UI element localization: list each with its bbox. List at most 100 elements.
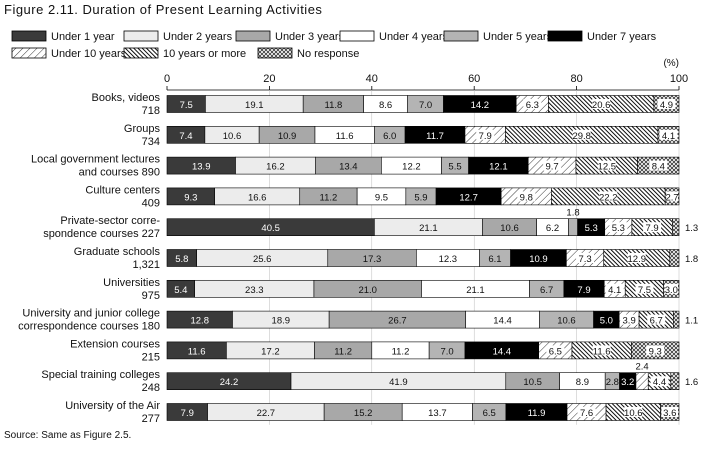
row-label: University of the Air xyxy=(65,400,160,412)
row-label: Special training colleges xyxy=(41,369,160,381)
data-label: 5.3 xyxy=(585,223,598,234)
row-label: Universities xyxy=(103,277,160,289)
data-label: 18.9 xyxy=(272,316,291,327)
row-label: Graduate schools xyxy=(74,246,161,258)
data-label: 6.2 xyxy=(546,223,559,234)
row-sample-size: 1,321 xyxy=(132,259,160,271)
legend-label: 10 years or more xyxy=(163,48,246,60)
data-label: 21.1 xyxy=(419,223,438,234)
data-label: 9.3 xyxy=(184,192,197,203)
legend-label: Under 2 years xyxy=(163,31,233,43)
data-label: 8.4 xyxy=(652,162,665,173)
data-label: 6.5 xyxy=(549,346,562,357)
data-label: 6.7 xyxy=(540,285,553,296)
data-label-bg xyxy=(650,376,669,387)
data-label-bg xyxy=(635,283,654,294)
row-label: correspondence courses 180 xyxy=(18,321,160,333)
data-labels: 7.5 19.1 11.8 8.6 7.0 14.2 6.3 20.6 4.9 7.4 10.6 10… xyxy=(174,99,698,419)
data-label: 3.6 xyxy=(663,408,676,419)
x-tick-label: 100 xyxy=(670,73,688,85)
legend-swatch xyxy=(339,30,375,42)
data-label: 7.0 xyxy=(440,346,453,357)
legend-label: Under 7 years xyxy=(587,31,657,43)
bar-segment xyxy=(568,218,578,236)
data-label: 11.6 xyxy=(336,131,354,142)
data-label: 11.2 xyxy=(392,346,410,357)
data-label-bg xyxy=(620,314,639,325)
data-label: 20.6 xyxy=(592,100,611,111)
data-label: 9.7 xyxy=(545,162,558,173)
data-label-bg xyxy=(605,283,624,294)
row-sample-size: 734 xyxy=(142,136,160,148)
x-tick-label: 0 xyxy=(164,73,170,85)
legend-label: Under 3 years xyxy=(275,31,345,43)
data-label: 4.1 xyxy=(662,131,675,142)
data-label-bg xyxy=(476,129,495,140)
data-label: 29.8 xyxy=(572,131,591,142)
data-label: 1.3 xyxy=(685,223,698,234)
data-label: 10.6 xyxy=(223,131,242,142)
data-label: 4.1 xyxy=(608,285,621,296)
data-label: 10.5 xyxy=(523,377,542,388)
legend-swatch xyxy=(443,30,479,42)
row-sample-size: 975 xyxy=(142,290,160,302)
data-label: 1.8 xyxy=(566,208,579,219)
data-label: 21.1 xyxy=(466,285,485,296)
data-label: 16.6 xyxy=(248,192,267,203)
data-label-bg xyxy=(592,99,611,109)
legend-swatch xyxy=(235,30,271,42)
data-label: 13.4 xyxy=(339,162,358,173)
legend-swatch xyxy=(11,30,47,42)
data-label: 14.4 xyxy=(493,346,512,357)
data-label: 10.9 xyxy=(278,131,297,142)
data-label: 17.2 xyxy=(261,346,280,357)
data-label: 12.3 xyxy=(439,254,458,265)
data-label: 7.5 xyxy=(638,285,651,296)
data-label-bg xyxy=(627,253,646,263)
row-label: Culture centers xyxy=(85,184,160,196)
bar-segment xyxy=(635,372,649,391)
row-sample-size: 718 xyxy=(142,105,160,117)
data-label: 7.5 xyxy=(180,100,193,111)
data-label: 1.1 xyxy=(685,316,698,327)
data-label: 40.5 xyxy=(261,223,280,234)
data-label: 1.6 xyxy=(685,377,698,388)
percent-unit-label: (%) xyxy=(663,58,679,69)
data-label: 21.0 xyxy=(358,285,377,296)
data-label: 16.2 xyxy=(266,162,285,173)
data-label: 12.1 xyxy=(489,162,508,173)
data-label: 10.9 xyxy=(529,254,548,265)
legend-label: Under 10 years xyxy=(51,48,127,60)
data-label: 22.2 xyxy=(599,192,618,203)
data-label-bg xyxy=(546,345,565,356)
data-label: 12.5 xyxy=(598,162,617,173)
data-label-bg xyxy=(609,222,628,233)
row-label: and courses 890 xyxy=(79,167,160,179)
data-label-bg xyxy=(649,160,668,171)
row-sample-size: 277 xyxy=(142,413,160,425)
data-label: 4.9 xyxy=(660,100,673,111)
data-label: 17.3 xyxy=(363,254,382,265)
data-label-bg xyxy=(643,222,662,233)
row-label: Local government lectures xyxy=(31,154,161,166)
data-label-bg xyxy=(657,99,676,109)
data-label: 26.7 xyxy=(388,316,407,327)
data-label: 7.3 xyxy=(578,254,591,265)
legend-swatch xyxy=(123,30,159,42)
data-label: 7.6 xyxy=(580,408,593,419)
data-label: 15.2 xyxy=(354,408,373,419)
data-label: 5.3 xyxy=(612,223,625,234)
x-axis: 0 20 40 60 80 100 (%) xyxy=(164,58,688,425)
bar-segment xyxy=(673,310,680,329)
data-label: 19.1 xyxy=(245,100,264,111)
data-label: 3.2 xyxy=(621,377,634,388)
data-label: 12.7 xyxy=(459,192,478,203)
data-label-bg xyxy=(592,345,611,356)
row-label: Groups xyxy=(124,123,161,135)
data-label-bg xyxy=(517,191,536,202)
data-label-bg xyxy=(597,160,616,171)
row-sample-size: 248 xyxy=(142,382,160,394)
data-label: 7.9 xyxy=(479,131,492,142)
data-label: 10.6 xyxy=(624,408,643,419)
data-label: 12.9 xyxy=(628,254,647,265)
